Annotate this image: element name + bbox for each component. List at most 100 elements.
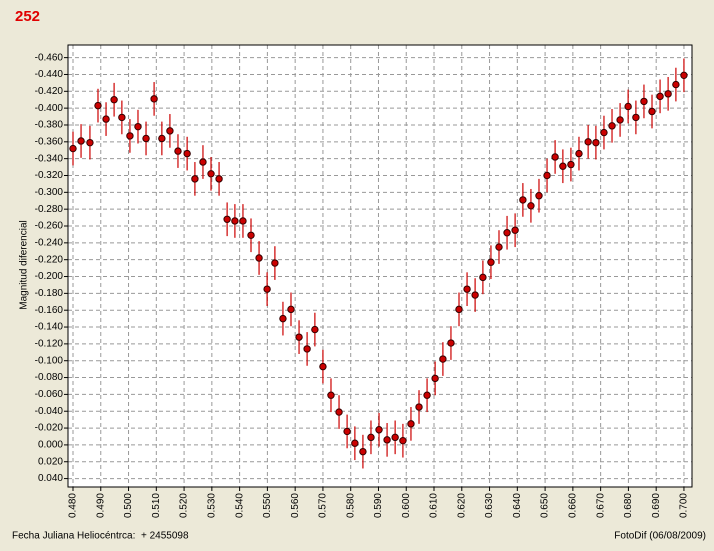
point (575, 149, 583, 158)
point (86, 138, 94, 147)
x-tick-label: 0.610 (429, 493, 440, 518)
point (423, 391, 431, 399)
y-tick-label: -0.340 (35, 153, 64, 164)
y-tick-label: -0.060 (35, 389, 64, 400)
y-tick-label: -0.080 (35, 372, 64, 383)
point (648, 107, 656, 116)
point (487, 258, 495, 266)
point (126, 132, 134, 140)
point (463, 285, 471, 293)
point (359, 447, 367, 456)
point (527, 202, 535, 210)
y-tick-label: -0.100 (35, 355, 64, 366)
point (134, 122, 142, 131)
point (584, 138, 592, 146)
x-tick-label: 0.590 (373, 493, 384, 518)
y-tick-label: -0.400 (35, 103, 64, 114)
point (118, 113, 126, 122)
point (511, 226, 519, 234)
point (231, 217, 239, 225)
point (672, 80, 680, 89)
y-tick-label: -0.360 (35, 136, 64, 147)
point (287, 305, 295, 314)
y-tick-label: -0.380 (35, 120, 64, 131)
point (335, 408, 343, 416)
x-tick-label: 0.560 (290, 493, 301, 518)
x-tick-label: 0.520 (179, 493, 190, 518)
y-tick-label: -0.300 (35, 187, 64, 198)
point (102, 115, 110, 123)
plot-area (68, 45, 692, 487)
point (616, 116, 624, 124)
point (69, 144, 77, 153)
point (327, 391, 335, 399)
x-tick-label: 0.640 (512, 493, 523, 518)
point (624, 102, 632, 111)
point (608, 122, 616, 130)
point (207, 170, 215, 178)
point (223, 215, 231, 223)
point (495, 243, 503, 251)
y-tick-label: -0.320 (35, 170, 64, 181)
x-tick-label: 0.600 (401, 493, 412, 518)
point (271, 259, 279, 267)
point (431, 374, 439, 383)
point (150, 95, 158, 103)
point (640, 97, 648, 106)
point (503, 229, 511, 237)
y-tick-label: -0.120 (35, 339, 64, 350)
x-tick-label: 0.620 (456, 493, 467, 518)
point (471, 291, 479, 299)
y-tick-label: -0.220 (35, 254, 64, 265)
y-tick-label: -0.020 (35, 423, 64, 434)
point (343, 427, 351, 436)
point (311, 325, 319, 334)
point (535, 192, 543, 200)
x-tick-label: 0.480 (68, 493, 79, 518)
y-tick-label: 0.000 (38, 440, 63, 451)
y-tick-label: -0.420 (35, 86, 64, 97)
y-tick-label: -0.180 (35, 288, 64, 299)
point (592, 138, 600, 147)
point (479, 273, 487, 282)
x-tick-label: 0.650 (540, 493, 551, 518)
y-tick-label: 0.020 (38, 456, 63, 467)
point (447, 339, 455, 347)
point (239, 217, 247, 225)
point (399, 436, 407, 445)
point (263, 285, 271, 293)
point (439, 355, 447, 363)
x-tick-label: 0.630 (484, 493, 495, 518)
point (183, 149, 191, 158)
x-tick-label: 0.580 (345, 493, 356, 518)
x-axis-label: Fecha Juliana Heliocéntrca: + 2455098 (12, 531, 189, 542)
x-tick-label: 0.500 (123, 493, 134, 518)
point (543, 171, 551, 180)
point (351, 439, 359, 447)
plot-frame (67, 44, 693, 488)
point (367, 433, 375, 442)
point (559, 162, 567, 170)
point (319, 362, 327, 371)
y-tick-label: -0.240 (35, 237, 64, 248)
x-tick-label: 0.690 (651, 493, 662, 518)
point (680, 71, 688, 80)
point (407, 420, 415, 428)
point (166, 127, 174, 135)
x-tick-label: 0.570 (318, 493, 329, 518)
x-tick-label: 0.660 (568, 493, 579, 518)
point (455, 305, 463, 314)
point (94, 101, 102, 110)
point (295, 333, 303, 341)
y-tick-label: -0.440 (35, 69, 64, 80)
credit: FotoDif (06/08/2009) (614, 531, 706, 542)
y-tick-label: -0.460 (35, 52, 64, 63)
x-tick-label: 0.670 (595, 493, 606, 518)
point (174, 147, 182, 155)
x-tick-label: 0.510 (151, 493, 162, 518)
point (255, 254, 263, 262)
y-tick-label: -0.200 (35, 271, 64, 282)
point (110, 96, 118, 104)
y-tick-label: -0.040 (35, 406, 64, 417)
point (199, 158, 207, 166)
